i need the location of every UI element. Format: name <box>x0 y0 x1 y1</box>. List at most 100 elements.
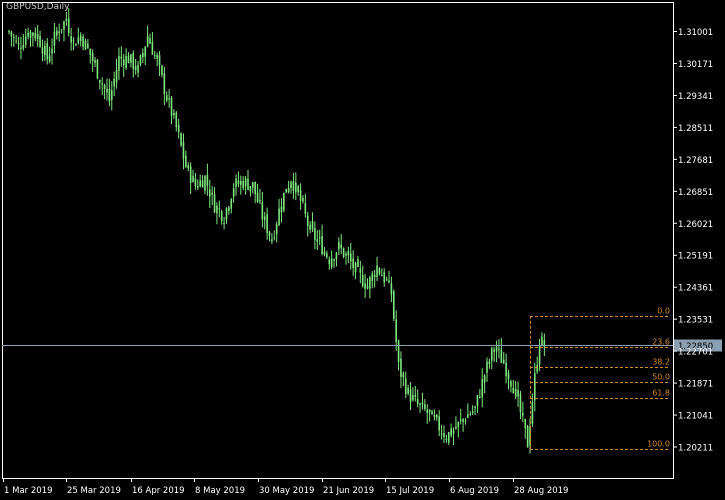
candle <box>290 180 292 194</box>
candle <box>130 53 132 68</box>
fibo-level[interactable]: 23.6 <box>530 338 670 348</box>
candle <box>471 405 474 416</box>
candle <box>99 79 101 90</box>
candle <box>514 381 517 400</box>
candle <box>268 230 271 242</box>
candle <box>149 33 151 44</box>
candle <box>58 23 60 42</box>
candle <box>39 30 41 48</box>
candle <box>447 431 450 446</box>
candle <box>488 358 491 369</box>
candle <box>498 339 500 359</box>
candle <box>474 405 476 416</box>
current-price-label: 1.22850 <box>678 342 713 352</box>
y-tick-label: 1.26851 <box>678 188 713 198</box>
fibo-level[interactable]: 0.0 <box>530 307 670 317</box>
candle <box>287 180 290 194</box>
x-tick: 8 May 2019 <box>194 478 245 496</box>
candle <box>440 424 443 440</box>
candle <box>538 338 541 371</box>
candle <box>201 175 204 188</box>
candle <box>431 409 433 415</box>
candle <box>390 276 393 303</box>
y-tick: 1.31001 <box>673 28 713 38</box>
candle <box>328 256 331 270</box>
candle <box>426 404 429 424</box>
y-tick: 1.23531 <box>673 316 713 326</box>
x-tick: 15 Jul 2019 <box>385 478 434 496</box>
candle <box>543 333 546 357</box>
candle <box>433 409 436 421</box>
candle <box>338 237 340 256</box>
candle <box>510 379 512 393</box>
candle <box>342 247 345 259</box>
fibo-level[interactable]: 38.2 <box>530 358 670 368</box>
candle <box>400 351 402 388</box>
fibo-level-label: 38.2 <box>652 358 670 367</box>
candle <box>17 36 20 50</box>
candle <box>132 50 135 78</box>
candle <box>412 387 414 402</box>
candle <box>65 11 68 27</box>
candle <box>134 59 137 75</box>
candle <box>309 221 311 234</box>
candle <box>8 29 10 35</box>
candle <box>340 234 343 255</box>
candle <box>302 195 304 204</box>
x-tick: 6 Aug 2019 <box>449 478 499 496</box>
candle <box>53 23 56 54</box>
candle <box>522 401 524 423</box>
candle <box>314 221 316 250</box>
candle <box>94 57 96 68</box>
y-tick-label: 1.22701 <box>678 348 713 358</box>
candle <box>263 212 266 230</box>
candle <box>46 37 49 65</box>
candle <box>373 269 376 288</box>
candle <box>51 38 53 65</box>
candle <box>483 374 486 394</box>
candle <box>206 163 209 196</box>
candle <box>416 389 419 408</box>
candle <box>10 30 13 47</box>
candle <box>192 169 194 183</box>
candle <box>321 224 323 256</box>
fibo-level[interactable]: 61.8 <box>530 389 670 399</box>
candle <box>316 230 319 251</box>
candle <box>462 418 464 432</box>
candle <box>161 64 163 78</box>
candle <box>22 34 25 51</box>
candle <box>392 289 395 322</box>
candle <box>409 382 412 411</box>
candle <box>204 175 206 195</box>
y-tick-label: 1.25191 <box>678 252 713 262</box>
candle <box>479 389 481 399</box>
candle <box>153 51 156 59</box>
fibo-level[interactable]: 100.0 <box>530 440 670 450</box>
candle <box>371 271 374 289</box>
candle <box>127 52 130 64</box>
fibo-level-label: 61.8 <box>652 389 670 398</box>
candle <box>122 54 125 77</box>
candle <box>285 188 288 193</box>
fibo-level[interactable]: 50.0 <box>530 373 670 383</box>
candle <box>352 250 354 277</box>
candle <box>326 250 328 259</box>
candle <box>29 30 32 47</box>
candle <box>361 265 364 288</box>
candle <box>139 54 142 67</box>
candle <box>70 27 72 51</box>
candle <box>395 310 397 351</box>
candle <box>189 162 192 195</box>
candle <box>36 25 39 47</box>
candle <box>137 60 139 78</box>
candle <box>163 66 166 106</box>
candle <box>32 32 34 47</box>
candle <box>495 340 498 363</box>
candle <box>82 33 84 51</box>
candle <box>404 371 407 399</box>
candle <box>397 339 400 371</box>
candle <box>266 207 268 240</box>
candle <box>230 198 233 214</box>
